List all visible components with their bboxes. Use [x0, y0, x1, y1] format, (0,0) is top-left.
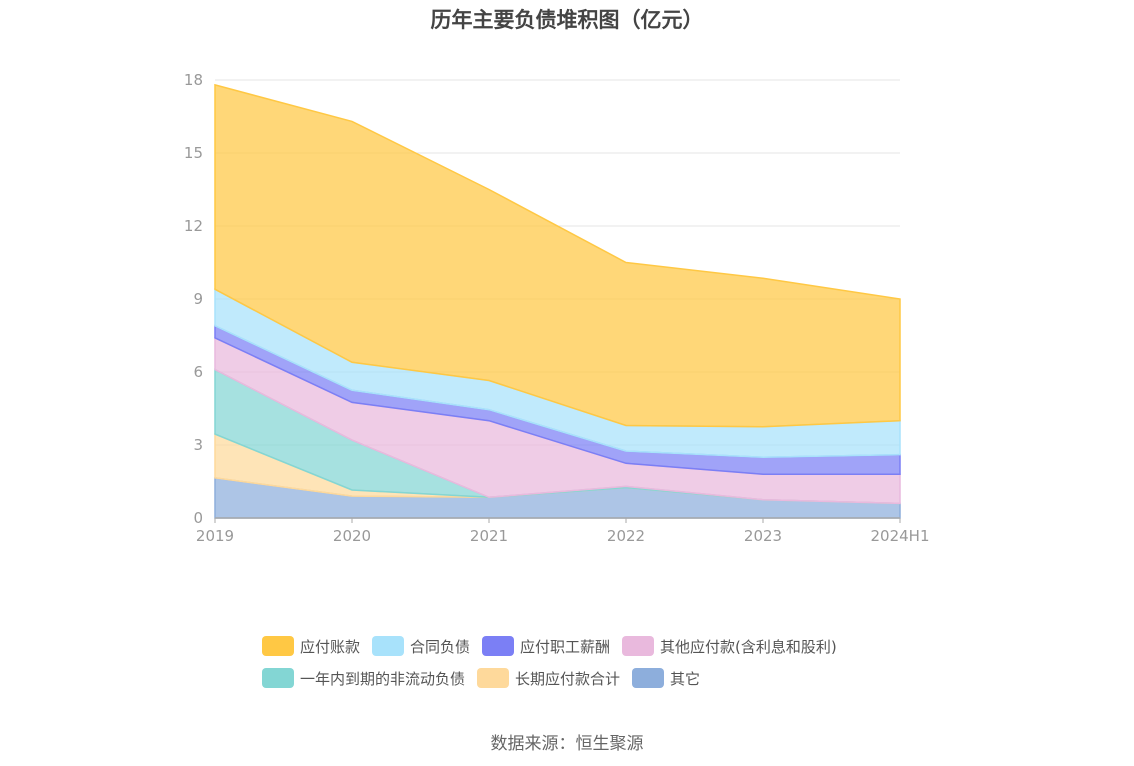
- legend-label: 应付职工薪酬: [520, 637, 611, 656]
- legend-item-other[interactable]: 其它: [632, 668, 700, 689]
- data-source: 数据来源：恒生聚源: [490, 734, 644, 754]
- chart-title: 历年主要负债堆积图（亿元）: [430, 8, 704, 32]
- x-tick-label: 2023: [744, 527, 782, 545]
- legend-label: 合同负债: [410, 637, 471, 656]
- x-tick-label: 2020: [333, 527, 371, 545]
- y-tick-label: 9: [193, 290, 203, 308]
- legend-item-contract[interactable]: 合同负债: [372, 636, 470, 657]
- legend-item-long-term[interactable]: 长期应付款合计: [477, 668, 620, 689]
- y-tick-label: 12: [184, 217, 203, 235]
- legend-label: 应付账款: [300, 637, 361, 656]
- legend-label: 其它: [670, 669, 701, 688]
- legend-row-2: 一年内到期的非流动负债 长期应付款合计 其它: [262, 662, 922, 694]
- legend-label: 其他应付款(含利息和股利): [660, 637, 837, 656]
- x-tick-label: 2024H1: [871, 527, 930, 545]
- legend-swatch: [622, 636, 655, 656]
- stacked-area-chart: 0 3 6 9 12 15 18 2019 2020 2021 2022 2023 2024H1: [184, 71, 930, 545]
- y-tick-label: 15: [184, 144, 203, 162]
- legend: 应付账款 合同负债 应付职工薪酬 其他应付款(含利息和股利) 一年内到期的非流动…: [262, 630, 922, 694]
- y-tick-label: 18: [184, 71, 203, 89]
- x-tick-label: 2019: [196, 527, 234, 545]
- y-tick-label: 0: [193, 509, 203, 527]
- legend-swatch: [372, 636, 405, 656]
- legend-swatch: [262, 636, 294, 656]
- legend-item-current-noncurrent[interactable]: 一年内到期的非流动负债: [262, 668, 465, 689]
- x-tick-label: 2022: [607, 527, 645, 545]
- area-series-6[interactable]: [214, 83, 901, 428]
- legend-swatch: [482, 636, 515, 656]
- legend-label: 长期应付款合计: [515, 669, 621, 688]
- y-tick-label: 6: [193, 363, 203, 381]
- legend-item-ap[interactable]: 应付账款: [262, 636, 360, 657]
- legend-row-1: 应付账款 合同负债 应付职工薪酬 其他应付款(含利息和股利): [262, 630, 922, 662]
- legend-label: 一年内到期的非流动负债: [300, 669, 466, 688]
- legend-swatch: [262, 668, 294, 688]
- y-tick-label: 3: [193, 436, 203, 454]
- legend-item-other-payables[interactable]: 其他应付款(含利息和股利): [622, 636, 837, 657]
- legend-swatch: [477, 668, 510, 688]
- legend-swatch: [632, 668, 665, 688]
- x-tick-label: 2021: [470, 527, 508, 545]
- legend-item-salary[interactable]: 应付职工薪酬: [482, 636, 610, 657]
